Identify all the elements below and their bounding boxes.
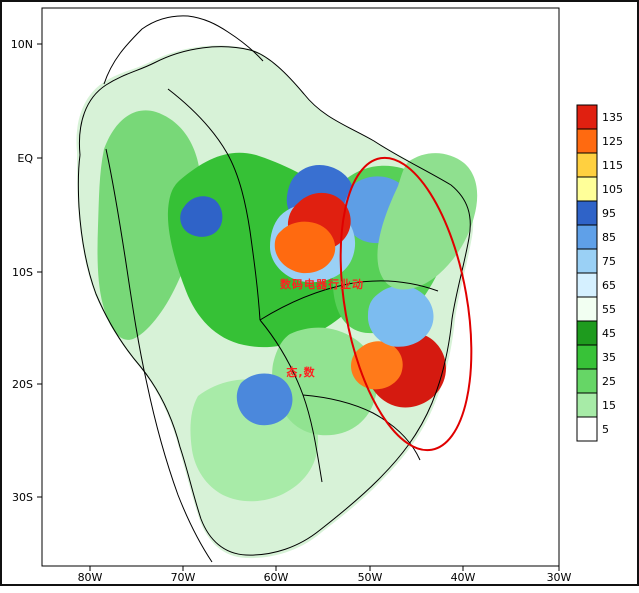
green-band-west	[97, 110, 202, 340]
blue-patch-southeast	[367, 285, 434, 347]
legend-value-label: 105	[602, 183, 623, 196]
y-tick-label: 10N	[11, 38, 33, 51]
continent-coastline	[77, 46, 471, 556]
legend-swatch	[576, 296, 598, 322]
legend-value-label: 115	[602, 159, 623, 172]
overlay-line-1: 数码电器行业动	[280, 277, 364, 291]
legend-swatch	[576, 320, 598, 346]
legend-value-label: 135	[602, 111, 623, 124]
legend-swatch	[576, 176, 598, 202]
legend-value-label: 55	[602, 303, 616, 316]
green-band-east	[377, 153, 478, 290]
legend-swatch	[576, 104, 598, 130]
legend-swatch	[576, 200, 598, 226]
legend-value-label: 65	[602, 279, 616, 292]
x-tick-label: 60W	[264, 571, 289, 584]
legend-swatch	[576, 272, 598, 298]
x-axis: 80W 70W 60W 50W 40W 30W	[78, 566, 572, 584]
light-green-southeast	[272, 327, 378, 436]
north-coast	[103, 15, 264, 85]
coastlines-and-borders	[77, 15, 471, 563]
x-tick-label: 70W	[171, 571, 196, 584]
legend-swatch	[576, 128, 598, 154]
orange-cell-north	[274, 221, 336, 274]
blue-cell-west	[180, 196, 223, 237]
legend-swatch	[576, 224, 598, 250]
andes-border	[105, 148, 213, 563]
legend: 135 125 115 105 95 85 75 65 55 45 35 25 15 5	[576, 104, 623, 442]
x-tick-label: 80W	[78, 571, 103, 584]
legend-swatch	[576, 368, 598, 394]
legend-value-label: 25	[602, 375, 616, 388]
legend-value-label: 95	[602, 207, 616, 220]
y-tick-label: 10S	[12, 266, 33, 279]
highlight-circle	[339, 156, 473, 452]
y-axis: 10N EQ 10S 20S 30S	[11, 38, 42, 504]
legend-swatch	[576, 392, 598, 418]
legend-swatch	[576, 152, 598, 178]
precip-shading	[76, 45, 478, 559]
legend-value-label: 35	[602, 351, 616, 364]
overlay-line-2: 态,数	[286, 365, 315, 379]
y-tick-label: EQ	[17, 152, 33, 165]
amazon-border	[167, 88, 261, 321]
y-tick-label: 20S	[12, 378, 33, 391]
x-tick-label: 30W	[547, 571, 572, 584]
y-tick-label: 30S	[12, 491, 33, 504]
legend-value-label: 125	[602, 135, 623, 148]
x-tick-label: 50W	[358, 571, 383, 584]
legend-swatch	[576, 248, 598, 274]
legend-value-label: 75	[602, 255, 616, 268]
parana-border	[302, 394, 421, 461]
overlay-title: 数码电器行业动 态,数	[280, 277, 364, 379]
blue-cell-south	[236, 373, 293, 426]
legend-value-label: 15	[602, 399, 616, 412]
legend-value-label: 85	[602, 231, 616, 244]
legend-value-label: 45	[602, 327, 616, 340]
legend-swatch	[576, 344, 598, 370]
east-border	[259, 280, 439, 321]
legend-swatch	[576, 416, 598, 442]
legend-value-label: 5	[602, 423, 609, 436]
x-tick-label: 40W	[451, 571, 476, 584]
